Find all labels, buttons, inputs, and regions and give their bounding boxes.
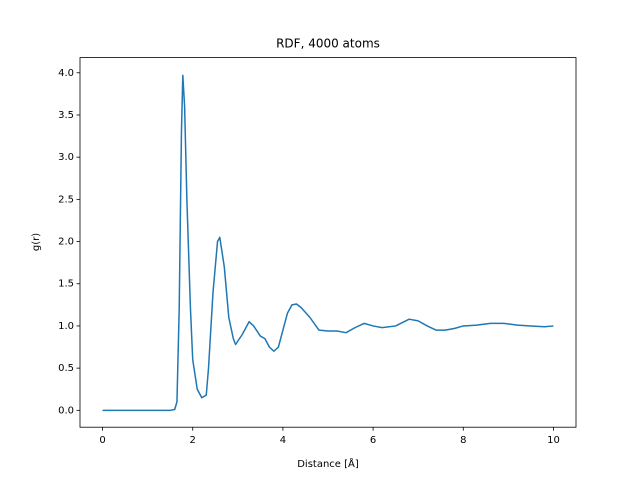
y-tick-label: 0.5 (58, 363, 74, 374)
y-tick-label: 4.0 (58, 68, 74, 79)
y-axis-label: g(r) (31, 233, 42, 251)
x-axis-label: Distance [Å] (297, 457, 359, 470)
y-tick-label: 3.0 (58, 152, 74, 163)
x-tick-label: 8 (460, 435, 466, 446)
y-tick-label: 0.0 (58, 405, 74, 416)
y-tick-label: 2.5 (58, 194, 74, 205)
data-line (102, 74, 554, 412)
y-tick-label: 2.0 (58, 237, 74, 248)
x-tick-label: 2 (190, 435, 196, 446)
chart-title: RDF, 4000 atoms (276, 37, 380, 51)
x-tick-label: 10 (547, 435, 560, 446)
x-tick-label: 0 (99, 435, 105, 446)
x-tick-label: 4 (280, 435, 286, 446)
y-tick-label: 3.5 (58, 110, 74, 121)
x-tick-label: 6 (370, 435, 376, 446)
y-tick-label: 1.5 (58, 279, 74, 290)
y-tick-label: 1.0 (58, 321, 74, 332)
plot-frame (79, 57, 577, 428)
